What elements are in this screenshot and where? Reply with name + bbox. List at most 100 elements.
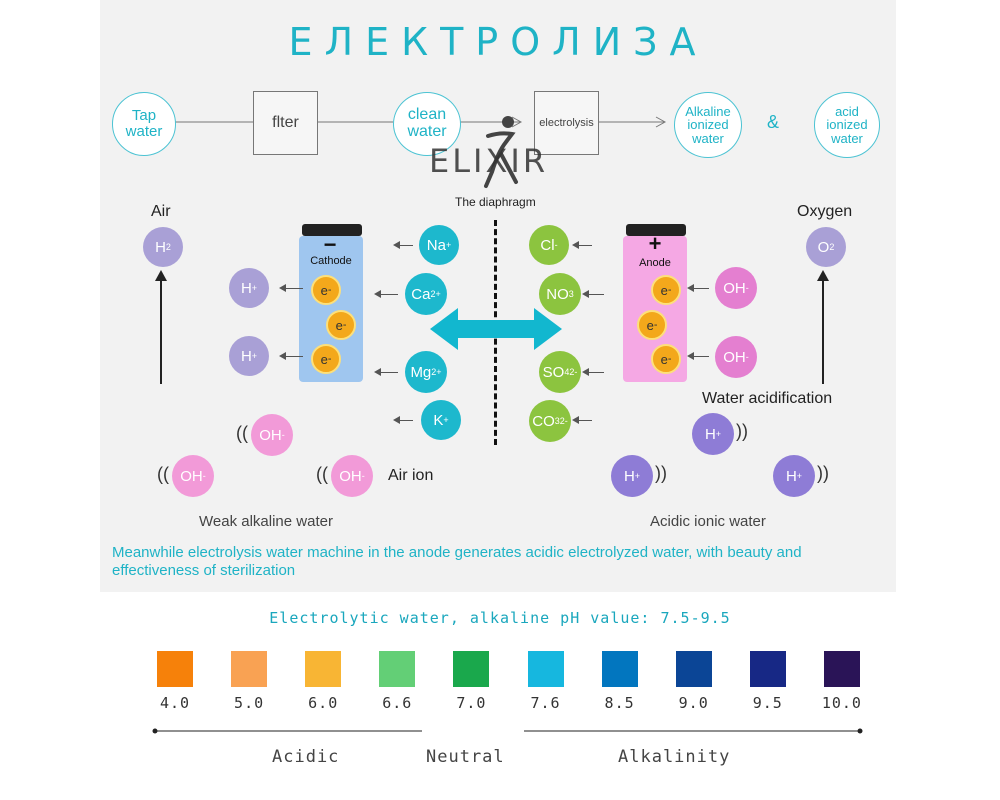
plus-sign: + — [648, 231, 662, 256]
ph-swatch — [231, 651, 268, 687]
ph-swatch — [601, 651, 638, 687]
ph-value-label: 9.0 — [678, 694, 709, 712]
h-symbol: H — [240, 347, 252, 365]
hydroxide-ion: OH - — [331, 455, 373, 497]
oh-symbol: OH — [339, 467, 362, 485]
ion-charge: + — [445, 240, 452, 250]
potassium-ion: K + — [421, 400, 461, 440]
o2-subscript: 2 — [829, 242, 835, 252]
nitrate-ion: NO 3 — [539, 273, 581, 315]
electron: e- — [637, 310, 667, 340]
ph-swatch — [305, 651, 342, 687]
wave-icon: )) — [655, 463, 667, 483]
ion-charge: 2- — [559, 416, 568, 426]
arrow-left-icon — [687, 284, 709, 292]
electron: e- — [326, 310, 356, 340]
ph-value-label: 7.6 — [530, 694, 561, 712]
oh-symbol: OH — [723, 348, 746, 366]
acidic-ionic-label: Acidic ionic water — [650, 513, 766, 530]
h-charge: + — [796, 471, 803, 481]
electron-sign: - — [667, 284, 672, 296]
oh-symbol: OH — [259, 426, 282, 444]
alk-label-2: ionized — [687, 117, 729, 133]
ion-charge: 3 — [568, 289, 574, 299]
hydroxide-ion: OH - — [715, 267, 757, 309]
ion-symbol: K — [433, 411, 444, 429]
arrow-left-icon — [582, 290, 604, 298]
oh-charge: - — [745, 352, 749, 362]
oh-charge: - — [281, 430, 285, 440]
ph-swatch — [749, 651, 786, 687]
electron: e- — [651, 275, 681, 305]
h-symbol: H — [785, 467, 797, 485]
electron: e- — [311, 275, 341, 305]
ion-charge: + — [443, 415, 449, 425]
up-arrow-left-icon — [155, 270, 167, 384]
oxygen-label: Oxygen — [797, 203, 853, 220]
arrow-left-icon — [572, 416, 592, 424]
cathode-terminal — [302, 224, 362, 236]
h-charge: + — [634, 471, 641, 481]
ph-value-label: 10.0 — [821, 694, 862, 712]
ion-symbol: Ca — [411, 285, 431, 303]
description-text: Meanwhile electrolysis water machine in … — [112, 544, 802, 579]
electron-sign: - — [327, 284, 332, 296]
logo-text: ELIXIR — [429, 142, 549, 180]
hydrogen-ion: H + — [229, 336, 269, 376]
tap-label-1: Tap — [131, 107, 157, 125]
sodium-ion: Na + — [419, 225, 459, 265]
arrow-left-icon — [279, 352, 303, 360]
ph-value-label: 9.5 — [752, 694, 783, 712]
h-charge: + — [251, 351, 258, 361]
ion-symbol: Cl — [540, 236, 555, 254]
page-title: ЕЛЕКТРОЛИЗА — [288, 20, 708, 64]
clean-label-1: clean — [407, 106, 447, 124]
tap-label-2: water — [125, 123, 163, 140]
minus-sign: − — [323, 232, 337, 257]
arrow-left-icon — [393, 416, 413, 424]
ion-symbol: Mg — [410, 363, 432, 381]
sulfate-ion: SO 4 2- — [539, 351, 581, 393]
ion-symbol: Na — [426, 236, 446, 254]
calcium-ion: Ca 2+ — [405, 273, 447, 315]
electron: e- — [651, 344, 681, 374]
h2-symbol: H — [155, 238, 166, 256]
carbonate-ion: CO 3 2- — [529, 400, 571, 442]
ph-value-label: 6.6 — [382, 694, 413, 712]
air-ion-label: Air ion — [388, 467, 434, 484]
double-arrow-icon — [430, 308, 562, 350]
magnesium-ion: Mg 2+ — [405, 351, 447, 393]
ion-charge: 2+ — [431, 367, 442, 377]
electron-symbol: e — [320, 282, 328, 298]
electrolysis-node: electrolysis — [534, 91, 599, 155]
acidic-label: Acidic — [272, 747, 340, 767]
ion-subscript: 4 — [564, 367, 570, 377]
cathode-label: Cathode — [310, 255, 352, 267]
neutral-label: Neutral — [426, 747, 505, 767]
alkalinity-label: Alkalinity — [618, 747, 731, 767]
ph-swatch — [379, 651, 416, 687]
filter-node: flter — [253, 91, 318, 155]
h2-subscript: 2 — [165, 242, 171, 252]
ampersand: & — [767, 112, 780, 132]
h-symbol: H — [240, 279, 252, 297]
hydroxide-ion: OH - — [172, 455, 214, 497]
alk-label-1: Alkaline — [685, 103, 731, 119]
ph-scale-heading: Electrolytic water, alkaline pH value: 7… — [269, 609, 731, 627]
oh-symbol: OH — [180, 467, 203, 485]
electron-symbol: e — [646, 317, 654, 333]
ion-charge: 2- — [569, 367, 578, 377]
ph-swatch — [527, 651, 564, 687]
acid-label-3: water — [831, 130, 863, 146]
scale-lines — [152, 728, 863, 734]
arrow-left-icon — [279, 284, 303, 292]
acid-water-node: acid ionized water — [814, 92, 880, 158]
arrow-left-icon — [374, 290, 398, 298]
ion-subscript: 3 — [554, 416, 560, 426]
electron-symbol: e — [320, 351, 328, 367]
ph-swatch — [157, 651, 193, 687]
oh-symbol: OH — [723, 279, 746, 297]
air-label: Air — [151, 203, 171, 220]
